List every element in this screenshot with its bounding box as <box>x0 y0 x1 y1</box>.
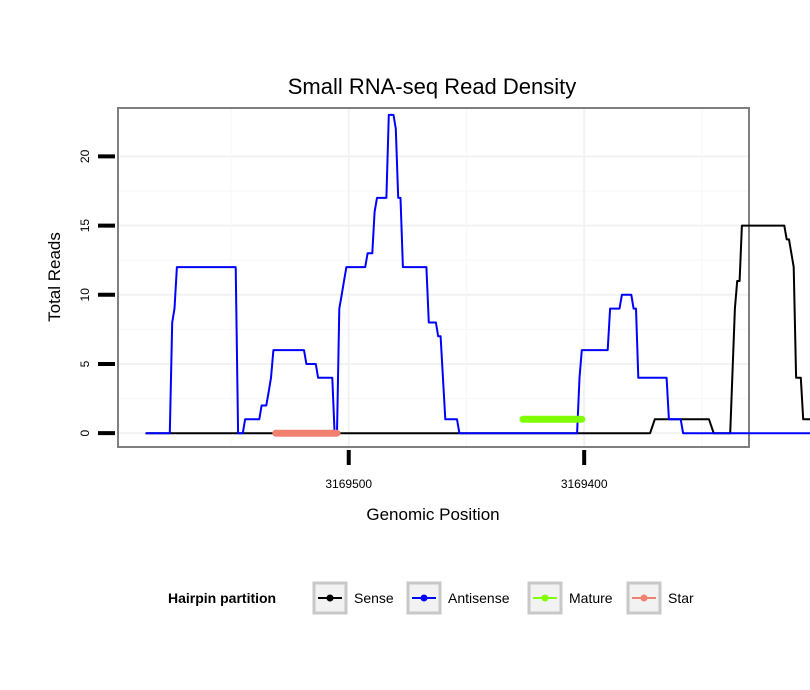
y-tick-label: 15 <box>78 219 92 233</box>
plot-panel <box>117 107 750 448</box>
x-axis-title: Genomic Position <box>366 505 499 524</box>
x-tick-label: 3169500 <box>325 477 372 491</box>
legend-key-point-mature <box>541 594 549 602</box>
series-line-sense <box>145 224 810 435</box>
legend-label-antisense: Antisense <box>448 590 510 606</box>
legend-key-point-antisense <box>420 594 428 602</box>
legend-label-star: Star <box>668 590 694 606</box>
y-tick-label: 20 <box>78 149 92 163</box>
legend-label-mature: Mature <box>569 590 613 606</box>
legend-key-point-star <box>640 594 648 602</box>
legend: Hairpin partition Sense Antisense Mature St… <box>168 581 694 615</box>
y-tick-label: 0 <box>78 430 92 437</box>
legend-label-sense: Sense <box>354 590 394 606</box>
x-tick-label: 3169400 <box>561 477 608 491</box>
series-point-star <box>333 430 341 437</box>
legend-key-point-sense <box>326 594 334 602</box>
grid-lines <box>119 109 748 446</box>
series-point-mature <box>578 416 585 423</box>
chart-title: Small RNA-seq Read Density <box>288 74 577 99</box>
legend-title: Hairpin partition <box>168 590 276 606</box>
axes: 0 5 10 15 20 3169500 3169400 <box>78 149 608 491</box>
series-line-antisense <box>145 113 810 435</box>
series-lines <box>145 113 810 437</box>
y-tick-label: 10 <box>78 288 92 302</box>
y-axis-title: Total Reads <box>45 232 64 322</box>
y-tick-label: 5 <box>78 360 92 367</box>
